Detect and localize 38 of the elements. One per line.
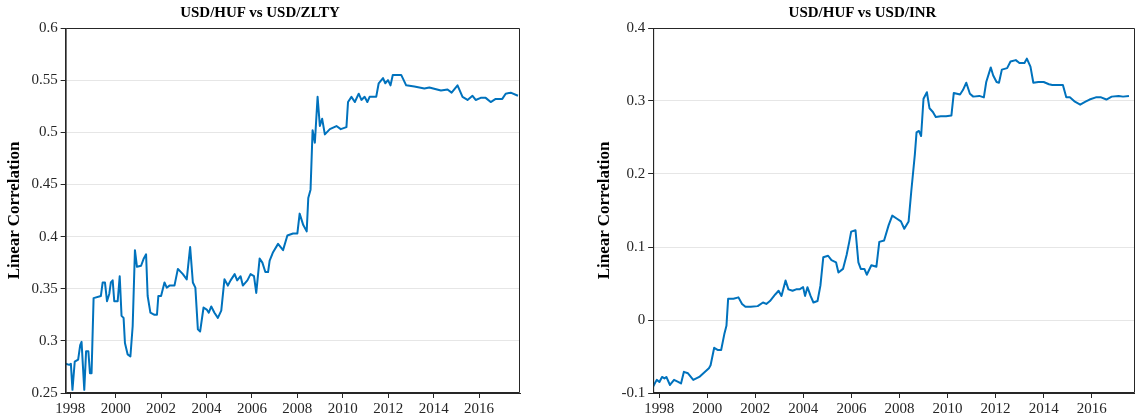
y-tick-label: 0.35 xyxy=(31,279,58,296)
y-tick-label: 0.4 xyxy=(38,227,59,244)
y-tick-label: 0.3 xyxy=(38,331,58,348)
y-tick-label: 0.3 xyxy=(626,91,646,108)
y-axis-title: Linear Correlation xyxy=(3,141,23,280)
x-tick-label: 2012 xyxy=(373,399,404,416)
x-tick-label: 2004 xyxy=(191,399,222,416)
y-tick-label: 0.25 xyxy=(31,383,58,400)
x-tick-label: 2014 xyxy=(418,399,450,416)
x-tick-label: 2004 xyxy=(788,399,819,416)
x-tick-label: 1998 xyxy=(55,399,86,416)
x-tick-label: 2000 xyxy=(100,399,131,416)
x-tick-label: 2008 xyxy=(282,399,313,416)
x-tick-label: 2002 xyxy=(740,399,771,416)
y-tick-label: 0.4 xyxy=(626,18,646,35)
x-tick-label: 2000 xyxy=(692,399,723,416)
y-tick-label: 0.6 xyxy=(38,18,59,35)
x-tick-label: 2014 xyxy=(1028,399,1060,416)
y-tick-label: 0.5 xyxy=(38,123,58,140)
x-tick-label: 2002 xyxy=(146,399,177,416)
y-tick-label: 0.2 xyxy=(626,164,646,181)
y-tick-label: 0.1 xyxy=(626,237,646,254)
x-tick-label: 2006 xyxy=(836,399,867,416)
y-tick-label: -0.1 xyxy=(621,383,646,400)
chart-title: USD/HUF vs USD/INR xyxy=(788,3,937,20)
x-tick-label: 2006 xyxy=(236,399,268,416)
y-axis-title: Linear Correlation xyxy=(593,141,613,280)
chart-title: USD/HUF vs USD/ZLTY xyxy=(180,3,341,20)
x-tick-label: 1998 xyxy=(644,399,675,416)
y-tick-label: 0.45 xyxy=(31,175,58,192)
x-tick-label: 2016 xyxy=(464,399,495,416)
x-tick-label: 2010 xyxy=(932,399,963,416)
x-tick-label: 2012 xyxy=(980,399,1011,416)
x-tick-label: 2008 xyxy=(884,399,915,416)
x-tick-label: 2010 xyxy=(327,399,358,416)
x-tick-label: 2016 xyxy=(1076,399,1108,416)
y-tick-label: 0.55 xyxy=(31,71,58,88)
y-tick-label: 0 xyxy=(637,310,646,327)
